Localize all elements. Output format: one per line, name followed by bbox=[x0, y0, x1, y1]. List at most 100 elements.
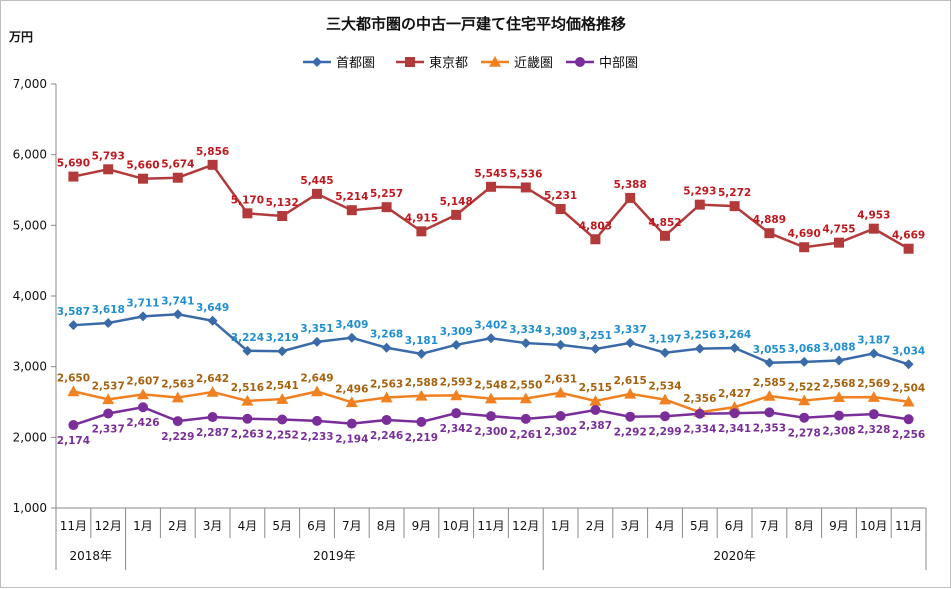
data-label: 2,548 bbox=[474, 380, 507, 392]
data-point bbox=[660, 230, 670, 241]
data-label: 2,194 bbox=[335, 434, 368, 446]
data-point bbox=[590, 343, 601, 354]
data-label: 3,034 bbox=[892, 345, 925, 357]
data-label: 2,287 bbox=[196, 427, 229, 439]
year-label: 2020年 bbox=[713, 549, 756, 563]
data-label: 2,302 bbox=[544, 426, 577, 438]
data-label: 4,669 bbox=[892, 230, 925, 242]
data-label: 4,889 bbox=[753, 214, 786, 226]
data-point bbox=[519, 392, 532, 404]
data-point bbox=[380, 391, 393, 403]
data-point bbox=[207, 412, 218, 423]
x-tick-label: 1月 bbox=[133, 519, 153, 533]
data-point bbox=[485, 392, 497, 404]
data-label: 5,445 bbox=[300, 175, 333, 187]
data-point bbox=[242, 208, 253, 219]
data-point bbox=[68, 320, 79, 331]
legend-marker bbox=[312, 57, 322, 67]
data-label: 5,388 bbox=[614, 179, 647, 191]
x-tick-label: 9月 bbox=[829, 519, 849, 533]
data-point bbox=[171, 391, 184, 403]
x-tick-label: 11月 bbox=[60, 519, 87, 533]
x-tick-label: 4月 bbox=[655, 519, 675, 533]
data-label: 3,309 bbox=[440, 326, 473, 338]
data-label: 5,545 bbox=[474, 168, 507, 180]
data-point bbox=[764, 407, 775, 418]
data-point bbox=[834, 237, 844, 248]
data-point bbox=[486, 181, 496, 192]
data-point bbox=[137, 388, 149, 400]
data-point bbox=[798, 394, 811, 406]
data-point bbox=[381, 202, 392, 213]
data-point bbox=[416, 348, 427, 359]
data-point bbox=[172, 309, 183, 320]
data-label: 3,711 bbox=[126, 297, 159, 309]
data-point bbox=[172, 172, 183, 183]
y-tick-label: 3,000 bbox=[13, 360, 47, 374]
data-label: 2,515 bbox=[579, 382, 612, 394]
x-tick-label: 8月 bbox=[794, 519, 814, 533]
data-label: 2,516 bbox=[231, 382, 264, 394]
data-point bbox=[659, 393, 671, 405]
data-label: 2,607 bbox=[126, 375, 159, 387]
year-label: 2018年 bbox=[70, 549, 113, 563]
data-label: 2,292 bbox=[614, 427, 647, 439]
data-point bbox=[520, 182, 531, 193]
data-label: 3,649 bbox=[196, 302, 229, 314]
data-label: 2,568 bbox=[822, 378, 855, 390]
data-label: 2,615 bbox=[614, 375, 647, 387]
data-point bbox=[799, 356, 810, 367]
x-tick-label: 4月 bbox=[238, 519, 258, 533]
data-label: 4,852 bbox=[648, 217, 681, 229]
data-label: 2,328 bbox=[857, 424, 890, 436]
data-point bbox=[450, 389, 463, 401]
data-point bbox=[451, 209, 462, 220]
x-tick-label: 10月 bbox=[443, 519, 470, 533]
data-label: 2,593 bbox=[440, 376, 473, 388]
data-label: 5,793 bbox=[92, 150, 125, 162]
data-point bbox=[660, 411, 670, 422]
data-label: 2,387 bbox=[579, 420, 612, 432]
data-point bbox=[729, 343, 740, 354]
data-label: 2,649 bbox=[300, 372, 333, 384]
data-label: 2,427 bbox=[718, 388, 751, 400]
legend-label: 中部圏 bbox=[599, 56, 638, 71]
data-point bbox=[590, 404, 601, 415]
data-label: 3,351 bbox=[300, 323, 333, 335]
data-label: 2,504 bbox=[892, 383, 925, 395]
y-tick-label: 7,000 bbox=[13, 77, 47, 91]
y-tick-label: 6,000 bbox=[13, 148, 47, 162]
data-point bbox=[241, 394, 254, 406]
data-label: 2,585 bbox=[753, 377, 786, 389]
x-tick-label: 9月 bbox=[412, 519, 432, 533]
axes: 1,000 2,000 3,000 4,000 5,000 6,000 7,000 11月 12… bbox=[13, 77, 927, 570]
y-tick-label: 2,000 bbox=[13, 430, 47, 444]
data-label: 2,342 bbox=[440, 423, 473, 435]
data-point bbox=[103, 408, 114, 419]
data-point bbox=[277, 414, 288, 425]
data-point bbox=[416, 226, 427, 237]
data-label: 5,170 bbox=[231, 194, 264, 206]
data-point bbox=[903, 359, 914, 370]
data-point bbox=[590, 234, 601, 245]
data-label: 2,263 bbox=[231, 429, 264, 441]
data-label: 2,308 bbox=[822, 426, 855, 438]
data-label: 4,755 bbox=[822, 224, 855, 236]
data-point bbox=[381, 414, 392, 425]
data-point bbox=[416, 416, 427, 427]
data-point bbox=[67, 385, 80, 397]
data-label: 5,132 bbox=[266, 197, 299, 209]
data-point bbox=[694, 343, 705, 354]
data-label: 3,224 bbox=[231, 332, 264, 344]
data-point bbox=[102, 393, 115, 405]
legend-label: 近畿圏 bbox=[514, 56, 553, 71]
data-label: 2,341 bbox=[718, 423, 751, 435]
data-label: 2,233 bbox=[300, 431, 333, 443]
legend: 首都圏 東京都 近畿圏 中部圏 bbox=[303, 55, 638, 71]
data-point bbox=[555, 339, 566, 350]
legend-marker bbox=[405, 57, 415, 67]
data-label: 2,563 bbox=[161, 379, 194, 391]
data-point bbox=[103, 164, 114, 175]
